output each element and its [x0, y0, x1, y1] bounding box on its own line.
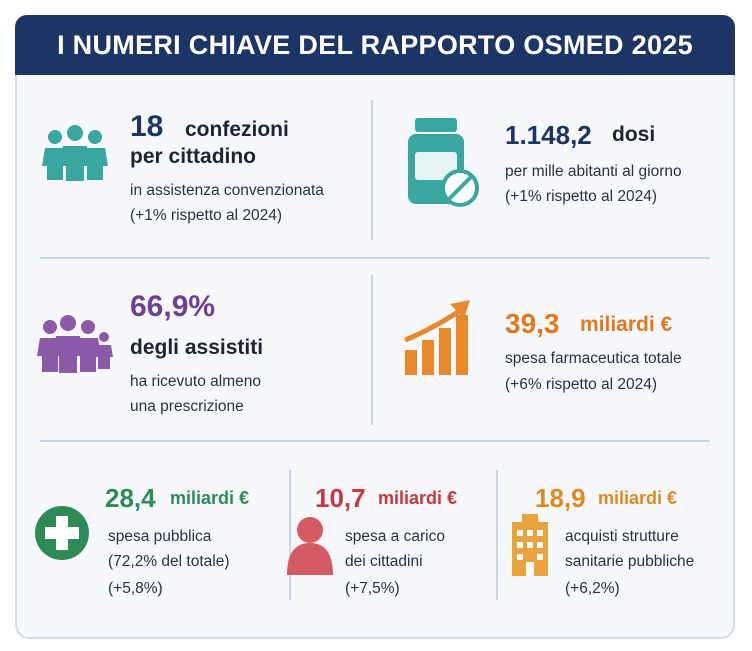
- stat-line: spesa pubblica: [108, 528, 212, 545]
- stat-unit: miliardi €: [170, 488, 250, 508]
- stat-line: (+7,5%): [345, 580, 400, 597]
- stat-unit: miliardi €: [580, 313, 673, 336]
- stat-value: 1.148,2: [505, 120, 592, 150]
- stat-line: una prescrizione: [130, 398, 244, 415]
- stat-unit: confezioni: [185, 118, 289, 141]
- group-icon: [37, 315, 113, 373]
- stat-value: 18: [130, 110, 164, 143]
- pill-bottle-icon: [408, 118, 479, 207]
- stat-line: (+6% rispetto al 2024): [505, 376, 658, 393]
- stat-line: sanitarie pubbliche: [565, 553, 695, 570]
- divider: [289, 470, 291, 600]
- stat-value: 10,7: [315, 483, 366, 513]
- stat-value: 28,4: [105, 483, 156, 513]
- cross-icon: [35, 506, 89, 560]
- stat-line: ha ricevuto almeno: [130, 373, 261, 390]
- stat-subtitle: per cittadino: [130, 145, 257, 168]
- stat-value: 66,9%: [130, 290, 216, 323]
- stat-line: spesa a carico: [345, 528, 445, 545]
- stat-line: (72,2% del totale): [108, 553, 230, 570]
- stat-line: (+6,2%): [565, 580, 620, 597]
- stat-line: (+1% rispetto al 2024): [130, 207, 283, 224]
- building-icon: [512, 514, 548, 576]
- stat-line: acquisti strutture: [565, 528, 679, 545]
- stat-line: in assistenza convenzionata: [130, 182, 324, 199]
- stat-line: per mille abitanti al giorno: [505, 163, 682, 180]
- divider: [40, 257, 710, 259]
- stat-unit: miliardi €: [598, 488, 678, 508]
- stat-line: spesa farmaceutica totale: [505, 350, 682, 367]
- growth-icon: [404, 300, 470, 375]
- stat-line: dei cittadini: [345, 553, 423, 570]
- divider: [40, 440, 710, 442]
- divider: [371, 275, 373, 425]
- stat-unit: dosi: [612, 123, 656, 146]
- stat-line: (+5,8%): [108, 580, 163, 597]
- divider: [371, 100, 373, 240]
- stat-value: 39,3: [505, 308, 560, 339]
- header-title: I NUMERI CHIAVE DEL RAPPORTO OSMED 2025: [15, 15, 735, 75]
- stat-line: (+1% rispetto al 2024): [505, 188, 658, 205]
- divider: [496, 470, 498, 600]
- people-icon: [42, 125, 108, 181]
- stat-subtitle: degli assistiti: [130, 336, 264, 359]
- stat-value: 18,9: [535, 483, 586, 513]
- card: [15, 15, 735, 639]
- person-icon: [287, 517, 333, 575]
- stat-unit: miliardi €: [378, 488, 458, 508]
